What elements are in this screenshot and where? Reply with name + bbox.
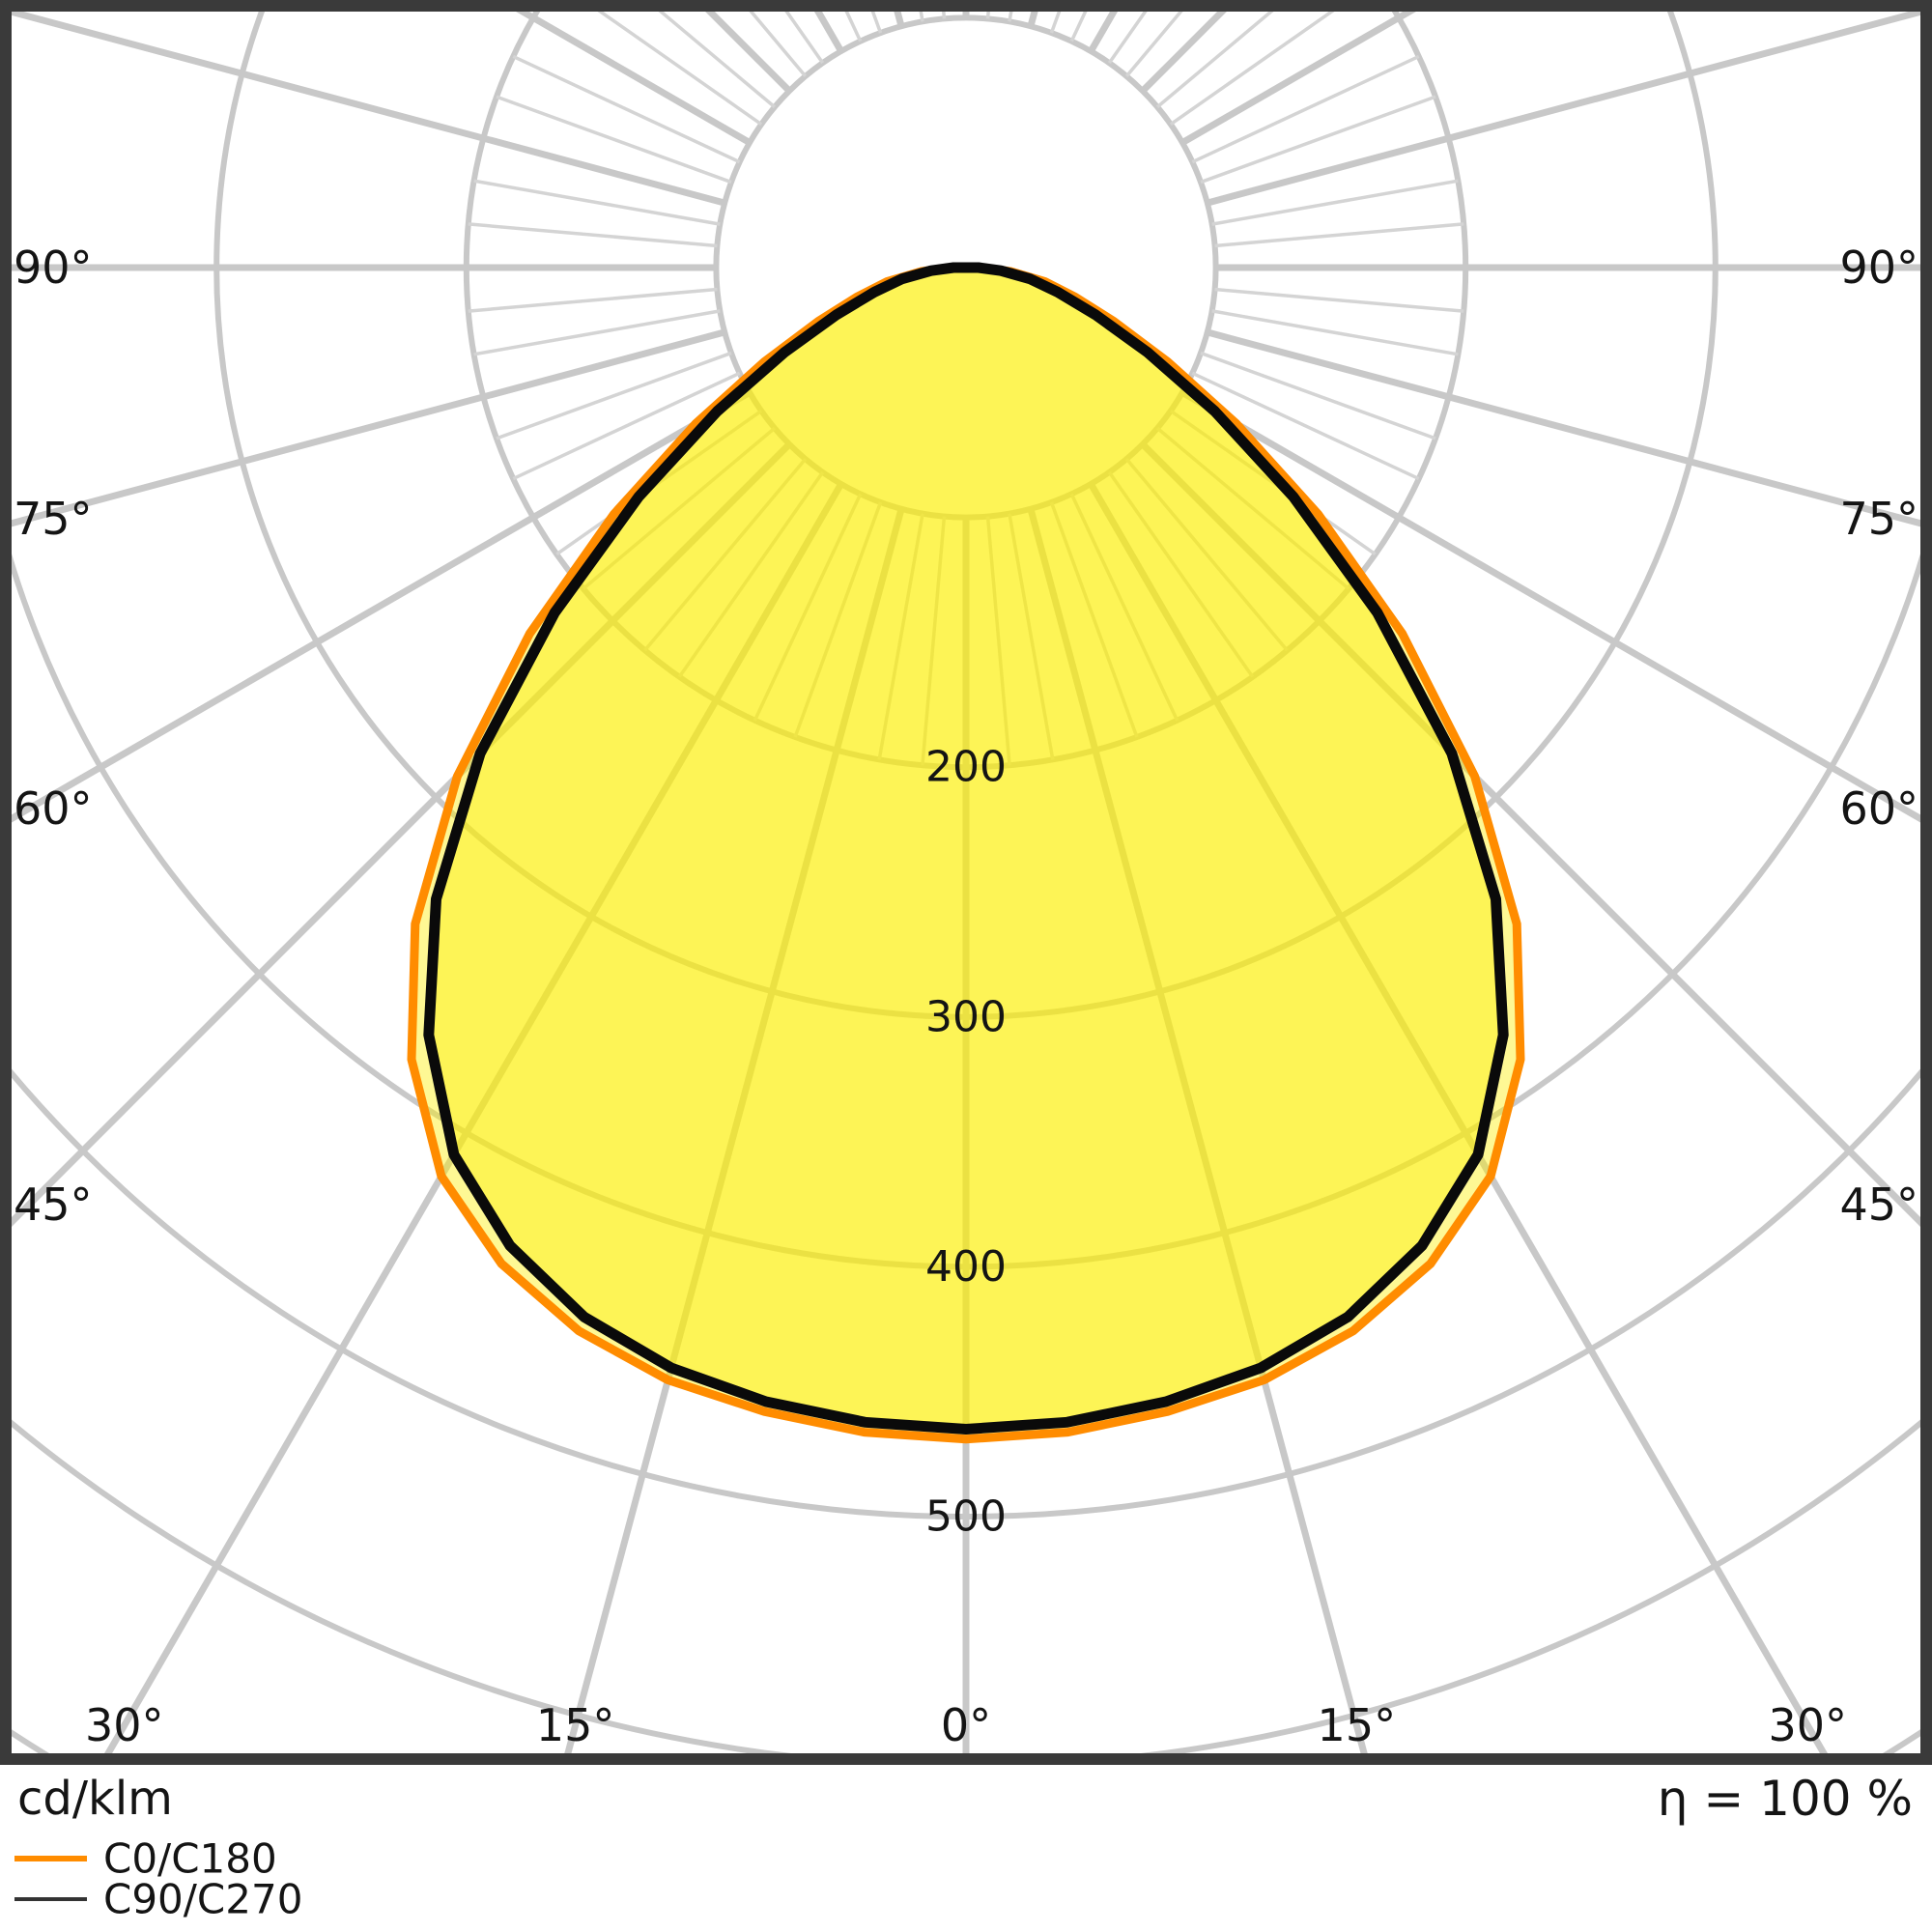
plot-border — [0, 0, 1932, 1765]
angle-label-right-75: 75° — [1839, 493, 1918, 545]
polar-grid-spoke-minor-310 — [582, 426, 777, 590]
polar-grid-spoke-minor-10 — [1008, 513, 1055, 760]
polar-grid-spoke-major-255 — [12, 12, 726, 207]
polar-grid-spoke-minor-335 — [753, 493, 863, 722]
polar-grid-spoke-major-105 — [1206, 12, 1920, 207]
polar-grid-spoke-minor-325 — [677, 470, 825, 678]
radial-tick-label-500: 500 — [925, 1492, 1007, 1542]
axis-labels: 200 300 400 500 90° 90° 75° 75° 60° 60° 45° 45° 30° 1… — [14, 242, 1918, 1751]
series-curve-c90-c270 — [423, 262, 1509, 1435]
angle-label-bottom-1: 15° — [536, 1699, 615, 1751]
legend-label-c0-c180: C0/C180 — [103, 1835, 277, 1883]
polar-grid-spoke-minor-100 — [1211, 179, 1459, 226]
angle-label-bottom-3: 15° — [1318, 1699, 1397, 1751]
radial-tick-label-400: 400 — [925, 1242, 1007, 1292]
polar-grid-spoke-major-60 — [1180, 389, 1920, 823]
polar-grid-spoke-major-15 — [1027, 507, 1368, 1753]
polar-grid-spoke-minor-350 — [877, 513, 924, 760]
polar-grid-spoke-minor-305 — [555, 409, 763, 556]
legend-label-c90-c270: C90/C270 — [103, 1876, 302, 1923]
polar-grid-spoke-minor-275 — [468, 287, 718, 313]
polar-grid-spoke-minor-130 — [1155, 12, 1274, 109]
polar-grid-spoke-minor-40 — [1124, 457, 1289, 652]
intensity-curves — [407, 262, 1525, 1444]
polar-grid-spoke-major-45 — [1140, 441, 1920, 1227]
polar-grid-spoke-minor-115 — [1191, 54, 1420, 164]
polar-grid-spoke-minor-50 — [1155, 426, 1350, 590]
polar-grid-spoke-minor-125 — [1169, 12, 1335, 127]
angle-label-left-90: 90° — [14, 242, 93, 294]
radial-tick-label-300: 300 — [925, 992, 1007, 1041]
radial-tick-label-200: 200 — [925, 743, 1007, 792]
angle-label-left-75: 75° — [14, 493, 93, 545]
polar-grid-spoke-minor-230 — [658, 12, 777, 109]
polar-grid-spoke-minor-265 — [468, 222, 718, 248]
fill-c0-c180 — [412, 268, 1520, 1439]
angle-label-bottom-0: 30° — [85, 1699, 164, 1751]
polar-grid-spoke-major-315 — [12, 441, 792, 1227]
polar-grid-spoke-major-240 — [516, 12, 752, 146]
polar-grid-spoke-major-120 — [1180, 12, 1416, 146]
polar-grid-spoke-major-285 — [12, 328, 726, 527]
polar-grid-spoke-minor-140 — [1124, 12, 1183, 78]
angle-label-right-60: 60° — [1839, 782, 1918, 835]
unit-label: cd/klm — [17, 1772, 173, 1826]
polar-grid-spoke-minor-260 — [473, 179, 721, 226]
legend: C0/C180 C90/C270 — [14, 1835, 302, 1923]
polar-grid-spoke-major-30 — [1088, 482, 1829, 1753]
polar-grid-spoke-minor-245 — [512, 54, 741, 164]
polar-grid-spoke-minor-85 — [1214, 287, 1464, 313]
polar-grid-spoke-minor-80 — [1211, 309, 1459, 356]
polar-grid-spoke-minor-145 — [1107, 12, 1148, 65]
angle-label-left-45: 45° — [14, 1179, 93, 1231]
polar-grid-spoke-minor-95 — [1214, 222, 1464, 248]
angle-label-bottom-4: 30° — [1768, 1699, 1847, 1751]
angle-label-right-90: 90° — [1839, 242, 1918, 294]
polar-grid-spoke-minor-110 — [1200, 95, 1436, 185]
polar-grid-spoke-minor-35 — [1107, 470, 1255, 678]
polar-grid-spoke-minor-295 — [512, 371, 741, 481]
fill-c90-c270 — [428, 268, 1504, 1430]
polar-grid-spoke-major-135 — [1140, 12, 1227, 94]
polar-grid-spoke-minor-220 — [749, 12, 808, 78]
polar-grid-spoke-minor-355 — [921, 516, 947, 766]
polar-grid-spoke-minor-70 — [1200, 351, 1436, 440]
polar-grid-spoke-minor-235 — [597, 12, 763, 127]
polar-grid-spoke-major-75 — [1206, 328, 1920, 527]
polar-grid-spoke-minor-65 — [1191, 371, 1420, 481]
polar-grid-spoke-minor-280 — [473, 309, 721, 356]
angle-label-bottom-2: 0° — [941, 1699, 991, 1751]
polar-grid-spoke-minor-20 — [1049, 501, 1139, 738]
polar-grid-spoke-minor-25 — [1069, 493, 1179, 722]
polar-grid-spoke-minor-215 — [784, 12, 825, 65]
polar-grid-spoke-minor-340 — [793, 501, 883, 738]
polar-grid-spoke-major-330 — [103, 482, 844, 1753]
efficiency-label: η = 100 % — [1658, 1771, 1913, 1827]
polar-grid-spoke-minor-250 — [496, 95, 732, 185]
polar-grid-spoke-minor-5 — [985, 516, 1011, 766]
polar-grid-spoke-major-225 — [705, 12, 792, 94]
polar-grid-spoke-minor-290 — [496, 351, 732, 440]
angle-label-left-60: 60° — [14, 782, 93, 835]
angle-label-right-45: 45° — [1839, 1179, 1918, 1231]
polar-grid-spoke-minor-320 — [643, 457, 808, 652]
polar-grid-spoke-major-300 — [12, 389, 752, 823]
polar-grid-spoke-major-345 — [564, 507, 905, 1753]
polar-grid-spoke-minor-55 — [1169, 409, 1377, 556]
series-curve-c0-c180 — [407, 263, 1525, 1444]
